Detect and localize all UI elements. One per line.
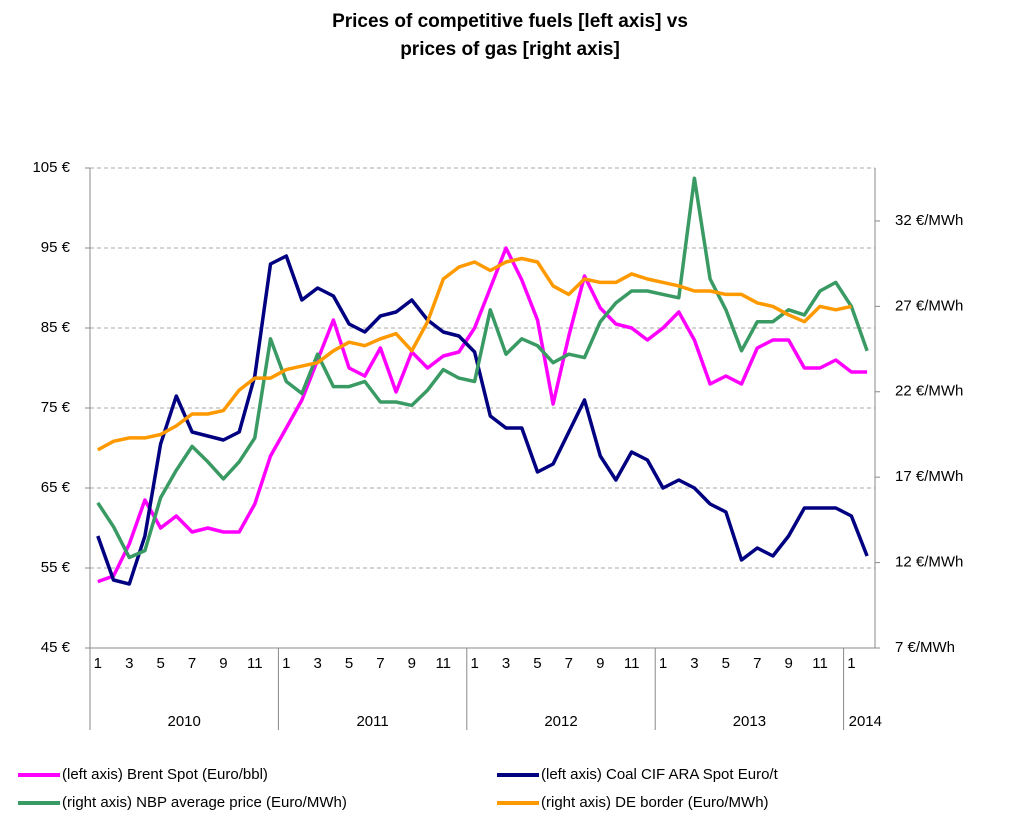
- y2-tick-label: 17 €/MWh: [895, 468, 963, 485]
- legend-label: (left axis) Brent Spot (Euro/bbl): [62, 766, 268, 783]
- y-tick-label: 85 €: [41, 319, 71, 336]
- x-tick-label: 11: [812, 655, 828, 672]
- chart-title: prices of gas [right axis]: [400, 39, 620, 60]
- y-tick-label: 105 €: [32, 159, 70, 176]
- x-tick-label: 5: [533, 655, 541, 672]
- y-tick-label: 95 €: [41, 239, 71, 256]
- x-tick-label: 11: [247, 655, 263, 672]
- x-tick-label: 1: [847, 655, 855, 672]
- x-tick-label: 7: [753, 655, 761, 672]
- x-tick-label: 5: [156, 655, 164, 672]
- legend-label: (right axis) DE border (Euro/MWh): [541, 794, 769, 811]
- x-tick-label: 3: [690, 655, 698, 672]
- x-tick-label: 7: [188, 655, 196, 672]
- x-tick-label: 3: [125, 655, 133, 672]
- year-label: 2010: [168, 713, 201, 730]
- x-tick-label: 9: [408, 655, 416, 672]
- x-tick-label: 11: [435, 655, 451, 672]
- y2-tick-label: 7 €/MWh: [895, 639, 955, 656]
- series-line: [96, 254, 869, 586]
- x-tick-label: 3: [502, 655, 510, 672]
- year-label: 2014: [849, 713, 882, 730]
- y2-tick-label: 12 €/MWh: [895, 554, 963, 571]
- y2-tick-label: 27 €/MWh: [895, 297, 963, 314]
- y-tick-label: 45 €: [41, 639, 71, 656]
- x-tick-label: 7: [565, 655, 573, 672]
- y-tick-label: 75 €: [41, 399, 71, 416]
- chart-title: Prices of competitive fuels [left axis] …: [332, 11, 688, 32]
- year-label: 2012: [544, 713, 577, 730]
- series-line: [96, 256, 852, 452]
- y2-tick-label: 32 €/MWh: [895, 212, 963, 229]
- x-tick-label: 1: [659, 655, 667, 672]
- y-tick-label: 65 €: [41, 479, 71, 496]
- x-tick-label: 5: [722, 655, 730, 672]
- year-label: 2013: [733, 713, 766, 730]
- x-tick-label: 1: [94, 655, 102, 672]
- legend-label: (left axis) Coal CIF ARA Spot Euro/t: [541, 766, 779, 783]
- x-tick-label: 9: [596, 655, 604, 672]
- x-tick-label: 9: [784, 655, 792, 672]
- x-tick-label: 1: [470, 655, 478, 672]
- x-tick-label: 11: [624, 655, 640, 672]
- series-line: [97, 246, 868, 584]
- x-tick-label: 3: [313, 655, 321, 672]
- year-label: 2011: [356, 713, 388, 730]
- y-tick-label: 55 €: [41, 559, 71, 576]
- x-tick-label: 7: [376, 655, 384, 672]
- series-line: [96, 176, 869, 560]
- x-tick-label: 1: [282, 655, 290, 672]
- x-tick-label: 5: [345, 655, 353, 672]
- x-tick-label: 9: [219, 655, 227, 672]
- y2-tick-label: 22 €/MWh: [895, 383, 963, 400]
- legend-label: (right axis) NBP average price (Euro/MWh…: [62, 794, 347, 811]
